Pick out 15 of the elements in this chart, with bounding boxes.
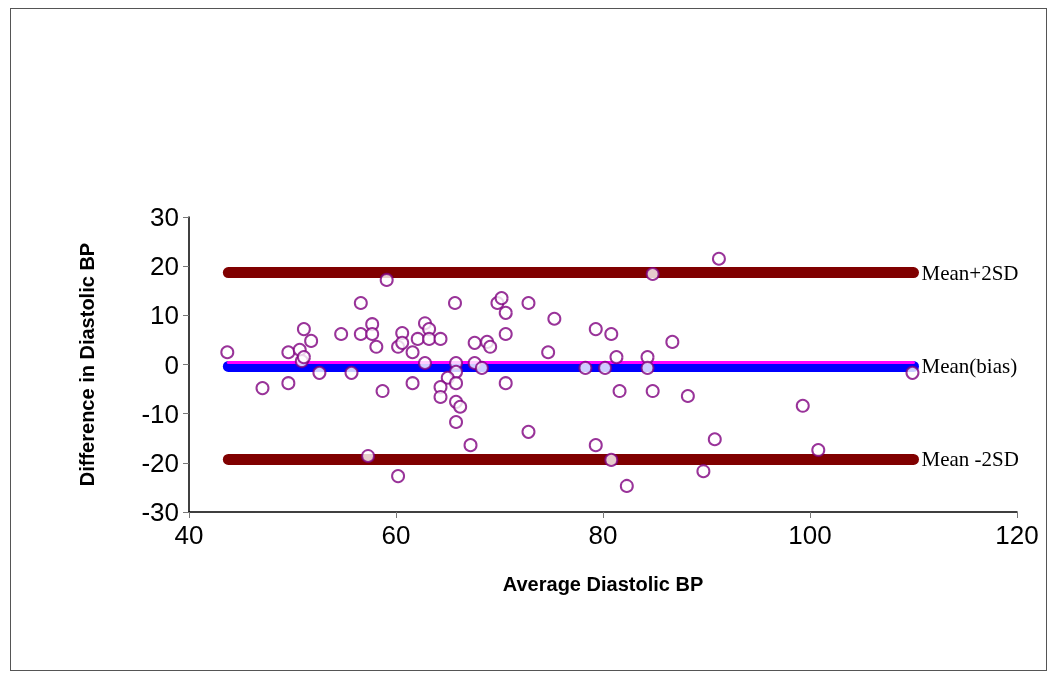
series-label: Mean(bias) <box>921 354 1018 379</box>
y-tick-label: -10 <box>141 398 179 429</box>
series-label: Mean -2SD <box>921 447 1019 472</box>
y-tick-label: 0 <box>164 349 179 380</box>
y-tick-label: -20 <box>141 447 179 478</box>
y-axis-title: Difference in Diastolic BP <box>76 242 98 487</box>
series-label: Mean+2SD <box>921 260 1019 285</box>
y-tick-label: 20 <box>150 251 179 282</box>
x-tick-label: 120 <box>995 520 1039 550</box>
x-axis-title: Average Diastolic BP <box>502 573 704 595</box>
y-tick-label: 10 <box>150 300 179 331</box>
x-tick-label: 60 <box>381 520 411 550</box>
x-tick-label: 80 <box>588 520 618 550</box>
y-tick-label: 30 <box>150 202 179 232</box>
x-tick-label: 100 <box>788 520 832 550</box>
